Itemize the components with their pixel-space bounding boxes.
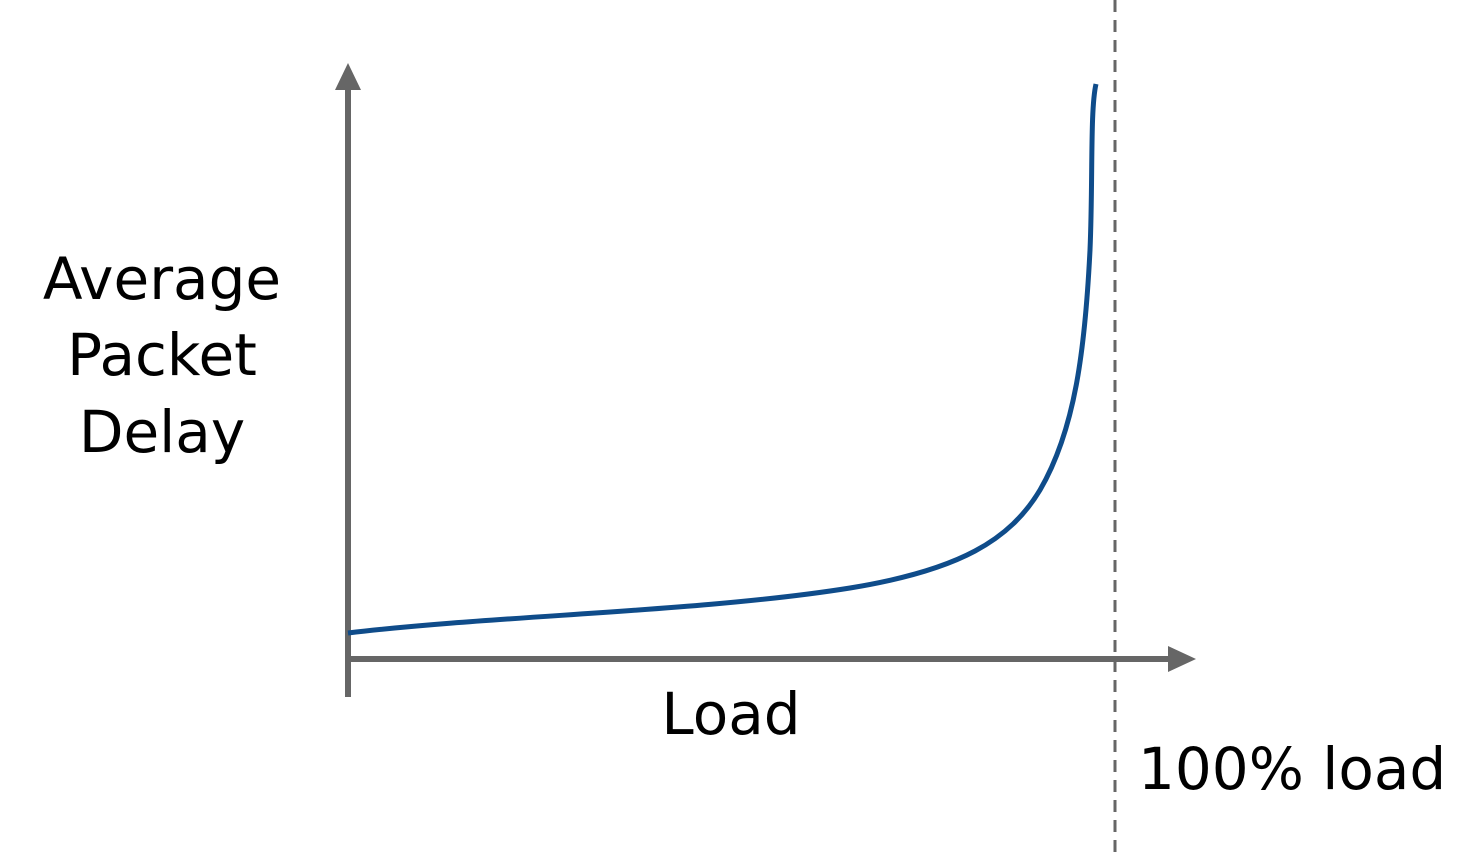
y-axis-label: Delay [79, 398, 245, 466]
x-axis-arrow [1168, 646, 1196, 672]
y-axis-label: Average [43, 245, 281, 313]
limit-annotation: 100% load [1138, 735, 1446, 803]
y-axis-arrow [335, 63, 361, 90]
y-axis-label: Packet [67, 321, 257, 389]
delay-curve [347, 83, 1099, 636]
x-axis-label: Load [661, 680, 800, 748]
